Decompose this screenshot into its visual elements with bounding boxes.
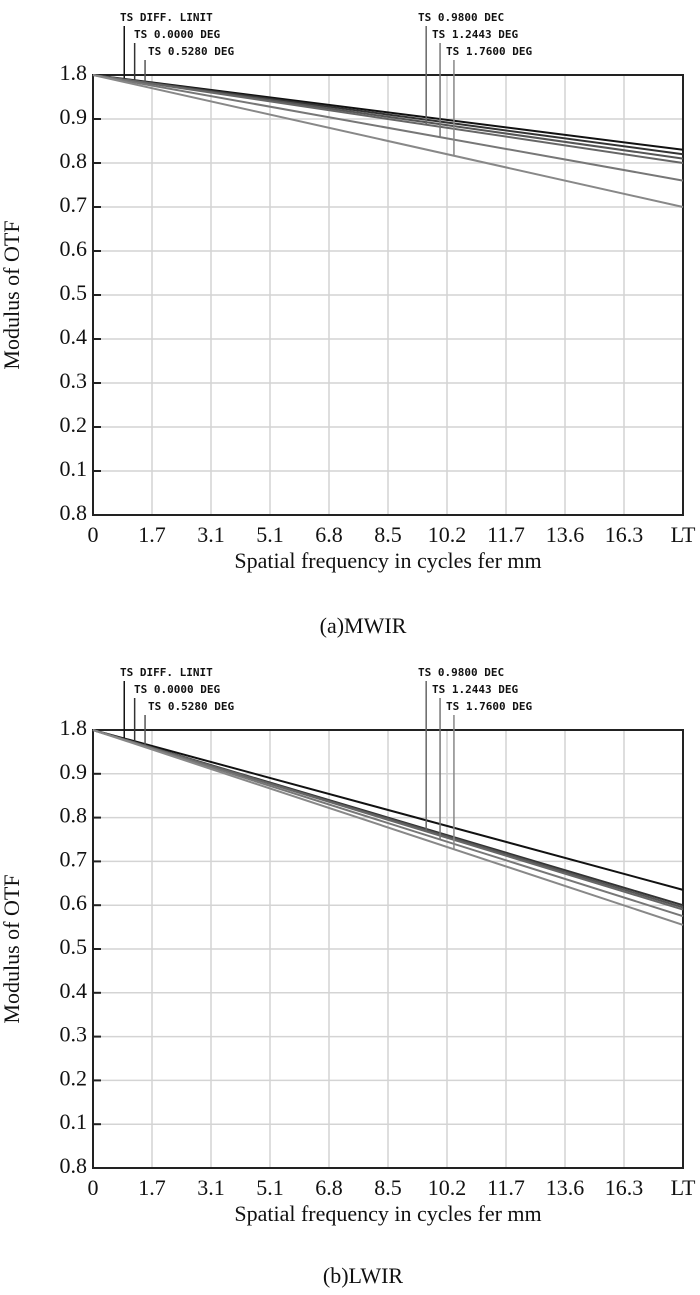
x-tick-label: 5.1 [256, 1175, 284, 1200]
y-tick-label: 0.8 [60, 803, 88, 828]
x-tick-label: 13.6 [546, 522, 585, 547]
y-tick-label: 1.8 [60, 60, 88, 85]
series-line [92, 729, 684, 918]
legend-label: TS 0.0000 DEG [134, 28, 220, 41]
series-line [92, 74, 684, 164]
x-tick-label: 13.6 [546, 1175, 585, 1200]
y-tick-label: 0.1 [60, 456, 88, 481]
x-tick-label: 11.7 [487, 522, 525, 547]
x-tick-label: 11.7 [487, 1175, 525, 1200]
y-tick-label: 0.9 [60, 104, 88, 129]
x-tick-label: 6.8 [315, 1175, 343, 1200]
legend-label: TS 0.5280 DEG [148, 700, 234, 713]
y-tick-label: 0.4 [60, 978, 88, 1003]
y-tick-label: 0.6 [60, 236, 88, 261]
y-tick-label: 0.3 [60, 368, 88, 393]
y-tick-label: 0.5 [60, 280, 88, 305]
series-line [92, 729, 684, 891]
x-tick-label: 5.1 [256, 522, 284, 547]
y-axis-label: Modulus of OTF [0, 874, 24, 1023]
y-tick-label: 0.7 [60, 846, 88, 871]
series-line [92, 74, 684, 182]
x-tick-label: 8.5 [374, 522, 402, 547]
x-tick-label: 16.3 [605, 522, 644, 547]
legend-label: TS 0.0000 DEG [134, 683, 220, 696]
x-tick-label: 10.2 [428, 522, 467, 547]
legend-label: TS 1.2443 DEG [432, 28, 518, 41]
x-tick-label: 1.7 [138, 1175, 166, 1200]
y-axis-label: Modulus of OTF [0, 220, 24, 369]
series-line [92, 729, 684, 911]
x-tick-label: 8.5 [374, 1175, 402, 1200]
legend-label: TS 0.9800 DEC [418, 666, 504, 679]
y-tick-label: 0.2 [60, 1065, 88, 1090]
y-tick-label: 0.8 [60, 500, 88, 525]
caption: (b)LWIR [323, 1263, 404, 1288]
x-tick-label: 1.7 [138, 522, 166, 547]
x-tick-label: 0 [88, 1175, 99, 1200]
y-tick-label: 0.8 [60, 1153, 88, 1178]
legend-label: TS 1.7600 DEG [446, 45, 532, 58]
y-tick-label: 0.1 [60, 1109, 88, 1134]
x-axis-label: Spatial frequency in cycles fer mm [234, 548, 541, 573]
legend-label: TS DIFF. LINIT [120, 11, 213, 24]
y-tick-label: 0.3 [60, 1022, 88, 1047]
y-tick-label: 0.4 [60, 324, 88, 349]
y-tick-label: 0.5 [60, 934, 88, 959]
series-line [92, 729, 684, 926]
y-tick-label: 0.8 [60, 148, 88, 173]
x-tick-label: 16.3 [605, 1175, 644, 1200]
plot-frame [92, 74, 684, 516]
y-tick-label: 0.2 [60, 412, 88, 437]
y-tick-label: 0.9 [60, 759, 88, 784]
x-tick-label: 3.1 [197, 522, 225, 547]
legend-label: TS 0.5280 DEG [148, 45, 234, 58]
x-tick-label: 10.2 [428, 1175, 467, 1200]
y-tick-label: 1.8 [60, 715, 88, 740]
x-tick-label: LT [671, 522, 696, 547]
legend-label: TS DIFF. LINIT [120, 666, 213, 679]
x-tick-label: LT [671, 1175, 696, 1200]
caption: (a)MWIR [320, 613, 407, 638]
y-tick-label: 0.7 [60, 192, 88, 217]
x-axis-label: Spatial frequency in cycles fer mm [234, 1201, 541, 1226]
x-tick-label: 3.1 [197, 1175, 225, 1200]
series-line [92, 74, 684, 208]
x-tick-label: 6.8 [315, 522, 343, 547]
legend-label: TS 1.2443 DEG [432, 683, 518, 696]
legend-label: TS 1.7600 DEG [446, 700, 532, 713]
x-tick-label: 0 [88, 522, 99, 547]
plot-frame [92, 729, 684, 1169]
y-tick-label: 0.6 [60, 890, 88, 915]
legend-label: TS 0.9800 DEC [418, 11, 504, 24]
